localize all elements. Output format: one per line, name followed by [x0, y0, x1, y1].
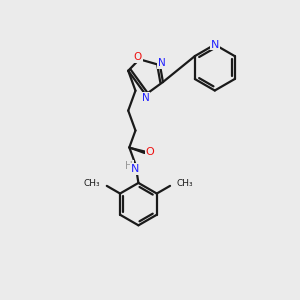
- Text: CH₃: CH₃: [176, 179, 193, 188]
- Text: N: N: [158, 58, 165, 68]
- Text: N: N: [211, 40, 219, 50]
- Text: H: H: [125, 161, 133, 171]
- Text: O: O: [146, 146, 154, 157]
- Text: N: N: [142, 93, 149, 103]
- Text: CH₃: CH₃: [84, 179, 100, 188]
- Text: N: N: [131, 164, 140, 174]
- Text: O: O: [134, 52, 142, 62]
